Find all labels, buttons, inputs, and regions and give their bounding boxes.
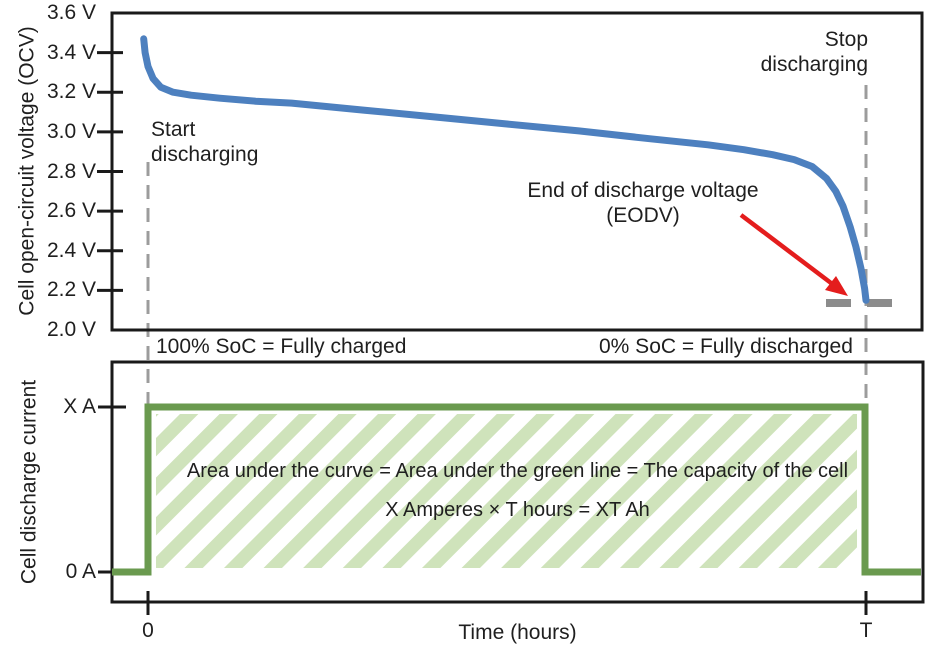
eodv-arrow-shaft (739, 213, 833, 285)
ocv-discharge-curve (140, 35, 870, 304)
bottom-chart-border (110, 360, 925, 604)
eodv-arrow-head (825, 276, 848, 296)
discharge-current-line (112, 403, 921, 576)
top-chart-border (110, 11, 924, 332)
capacity-hatch-area (156, 414, 857, 568)
